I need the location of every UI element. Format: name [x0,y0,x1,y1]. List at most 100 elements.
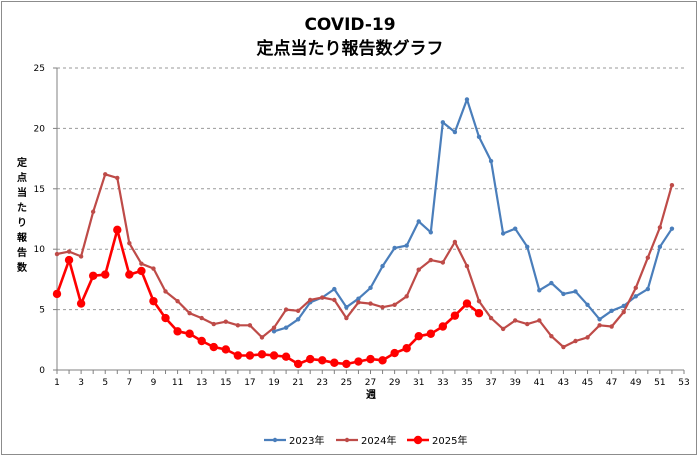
data-point [259,335,265,340]
data-point [597,317,602,322]
y-axis-label: 定点当たり報告数 [17,156,28,274]
chart-subtitle: 定点当たり報告数グラフ [257,38,444,59]
data-point [163,289,168,294]
data-point [392,245,397,251]
data-point [380,263,385,269]
data-point [199,315,204,321]
x-tick-label: 53 [678,378,689,388]
data-point [76,299,86,308]
data-point [512,318,518,323]
x-axis-label: 週 [366,389,376,401]
legend-marker [272,437,278,443]
data-point [645,286,651,292]
data-point [332,297,337,303]
data-point [356,296,361,301]
data-point [512,226,518,231]
data-point [488,158,494,164]
data-point [633,285,638,291]
x-tick-label: 49 [630,378,642,388]
legend-label: 2024年 [361,434,396,447]
data-point [561,344,566,350]
legend-marker [344,437,350,443]
series-2 [52,225,484,369]
y-axis-label-char: 定 [17,156,27,169]
data-point [283,325,289,330]
series-line [55,228,480,366]
data-point [621,303,626,309]
data-point [390,348,399,358]
y-axis-label-char: 告 [17,246,27,259]
data-point [342,359,351,369]
legend-label: 2025年 [432,434,467,447]
data-point [257,350,267,359]
data-point [609,308,614,314]
data-point [464,97,470,102]
x-tick-label: 31 [413,378,424,388]
y-tick-label: 20 [34,124,46,134]
x-tick-label: 17 [244,378,255,388]
data-point [416,219,421,224]
data-point [438,322,448,331]
data-point [440,120,446,125]
x-tick-label: 27 [365,378,376,388]
data-point [416,267,421,272]
x-tick-label: 5 [102,378,108,388]
data-point [537,318,542,323]
data-point [549,333,554,339]
series-line [273,98,673,333]
data-point [633,294,638,299]
data-point [474,309,484,318]
x-tick-label: 33 [437,378,448,388]
data-point [344,304,349,310]
data-point [185,329,194,338]
legend: 2023年 2024年 2025年 [264,434,467,447]
data-point [245,351,255,360]
data-point [380,304,385,310]
data-point [161,313,170,323]
data-point [52,289,62,299]
x-tick-label: 23 [317,378,328,388]
data-point [657,225,663,230]
data-point [378,356,387,365]
data-point [525,321,530,327]
data-point [269,351,279,360]
y-tick-label: 10 [34,245,46,255]
data-point [669,226,675,231]
data-point [115,175,120,181]
data-point [440,260,446,265]
series-0 [271,97,675,334]
series-line [56,173,673,349]
data-point [295,308,301,314]
data-point [113,225,122,235]
data-point [585,302,590,307]
x-tick-label: 13 [196,378,207,388]
data-point [573,289,578,294]
data-point [404,294,409,299]
x-tick-label: 37 [485,378,496,388]
data-point [308,297,313,303]
data-point [90,209,96,214]
data-point [561,291,566,297]
x-tick-label: 9 [151,378,157,388]
data-point [428,230,433,235]
data-point [175,298,180,304]
data-point [54,251,60,257]
data-point [464,263,470,269]
data-point [500,326,506,332]
data-point [103,172,108,177]
data-point [64,255,74,265]
x-tick-label: 43 [558,378,569,388]
data-point [235,323,241,328]
data-point [404,243,409,248]
y-tick-label: 25 [34,64,45,74]
data-point [669,182,675,188]
data-point [223,319,229,324]
data-point [488,315,494,321]
legend-label: 2023年 [289,434,324,447]
data-point [306,354,315,364]
data-point [462,299,472,308]
data-point [101,270,110,279]
x-tick-label: 1 [54,378,60,388]
x-tick-label: 45 [582,378,593,388]
